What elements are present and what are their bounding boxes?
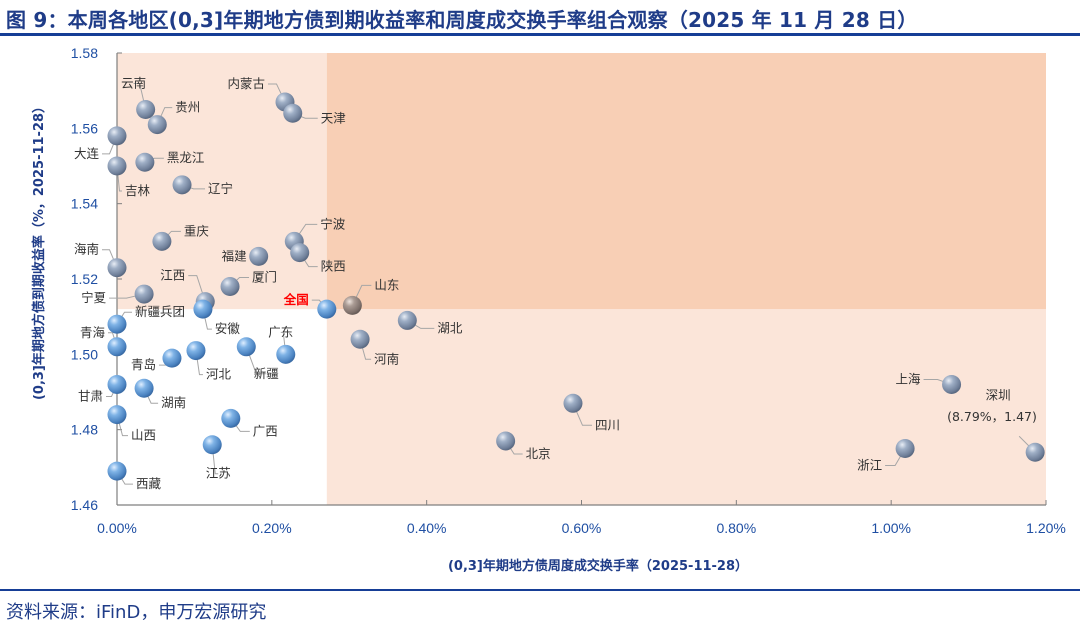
- data-point: [162, 348, 182, 368]
- data-point: [107, 258, 127, 278]
- shenzhen-annotation: (8.79%，1.47): [947, 409, 1037, 424]
- point-label: 海南: [74, 242, 99, 257]
- x-tick-label: 1.00%: [871, 520, 911, 536]
- point-label: 广西: [253, 423, 278, 438]
- x-axis-title: (0,3]年期地方债周度成交换手率（2025-11-28）: [448, 558, 748, 574]
- y-tick-label: 1.50: [71, 346, 98, 362]
- y-tick-label: 1.54: [71, 196, 98, 212]
- data-point: [136, 100, 156, 119]
- point-label: 广东: [268, 324, 293, 339]
- y-tick-label: 1.46: [71, 497, 98, 513]
- data-point: [107, 156, 127, 176]
- scatter-chart: 0.00% 0.20% 0.40% 0.60% 0.80% 1.00% 1.20% 1.46 1…: [31, 45, 1066, 574]
- y-tick-label: 1.58: [71, 45, 98, 61]
- point-label: 江西: [160, 268, 185, 283]
- point-label: 辽宁: [208, 181, 233, 196]
- data-point: [147, 115, 167, 135]
- quadrant-top-right: [326, 53, 1046, 310]
- point-label: 山西: [131, 428, 156, 443]
- data-point: [276, 344, 296, 364]
- y-tick-label: 1.52: [71, 271, 98, 287]
- data-point: [107, 337, 127, 357]
- point-label: 浙江: [857, 458, 882, 473]
- data-point: [186, 341, 206, 361]
- data-point: [496, 431, 516, 451]
- point-label: 天津: [321, 110, 346, 125]
- point-label: 重庆: [184, 223, 210, 238]
- point-label: 北京: [526, 446, 551, 461]
- footer-divider: [0, 589, 1080, 591]
- data-point: [397, 310, 417, 330]
- data-point: [1025, 442, 1045, 462]
- data-point: [134, 284, 154, 304]
- point-label: 新疆兵团: [135, 304, 185, 319]
- point-label: 甘肃: [78, 388, 103, 403]
- point-label: 全国: [283, 292, 309, 307]
- data-point: [172, 175, 192, 195]
- figure-title: 图 9：本周各地区(0,3]年期地方债到期收益率和周度成交换手率组合观察（202…: [6, 8, 918, 32]
- source-note: 资料来源：iFinD，申万宏源研究: [6, 602, 267, 623]
- data-point: [107, 126, 127, 146]
- point-label: 云南: [121, 76, 146, 91]
- point-label: 安徽: [215, 321, 241, 336]
- point-label: 山东: [374, 277, 399, 292]
- data-point: [220, 277, 240, 297]
- data-point: [135, 152, 155, 172]
- data-point: [350, 329, 370, 349]
- x-tick-label: 0.00%: [97, 520, 137, 536]
- data-point: [152, 231, 172, 251]
- data-point: [895, 439, 915, 458]
- point-label: 福建: [222, 248, 248, 263]
- point-label: 宁夏: [81, 290, 107, 305]
- title-divider: [0, 33, 1080, 36]
- point-label: 陕西: [321, 259, 346, 274]
- point-label: 深圳: [986, 387, 1011, 402]
- data-point: [202, 435, 222, 455]
- y-tick-label: 1.48: [71, 422, 98, 438]
- data-point: [107, 314, 127, 334]
- point-label: 四川: [595, 417, 620, 432]
- data-point: [283, 103, 303, 123]
- point-label: 上海: [896, 371, 922, 386]
- y-axis-title: (0,3]年期地方债到期收益率（%，2025-11-28）: [31, 100, 47, 400]
- point-label: 新疆: [254, 366, 279, 381]
- data-point: [342, 295, 362, 315]
- x-tick-label: 0.60%: [562, 520, 602, 536]
- point-label: 厦门: [252, 270, 277, 285]
- data-point: [107, 461, 127, 481]
- point-label: 宁波: [320, 216, 346, 231]
- data-point: [563, 393, 583, 413]
- point-label: 湖北: [437, 320, 463, 335]
- data-points: [107, 92, 1045, 481]
- x-tick-label: 0.80%: [716, 520, 756, 536]
- data-point: [134, 378, 154, 398]
- point-label: 黑龙江: [167, 150, 205, 165]
- point-label: 西藏: [136, 476, 162, 491]
- point-label: 河南: [374, 351, 399, 366]
- data-point: [942, 374, 962, 394]
- point-label: 江苏: [206, 466, 231, 481]
- data-point: [193, 299, 213, 319]
- point-label: 吉林: [125, 183, 151, 198]
- point-label: 内蒙古: [227, 76, 265, 91]
- point-label: 青海: [80, 325, 106, 340]
- data-point: [317, 299, 337, 319]
- data-point: [236, 337, 256, 357]
- x-tick-label: 0.20%: [252, 520, 292, 536]
- quadrant-bottom-right: [326, 309, 1046, 505]
- data-point: [107, 405, 127, 425]
- data-point: [107, 374, 127, 394]
- point-label: 大连: [74, 146, 100, 161]
- x-tick-label: 0.40%: [407, 520, 447, 536]
- data-point: [249, 246, 269, 266]
- point-label: 贵州: [175, 100, 200, 115]
- x-tick-label: 1.20%: [1026, 520, 1066, 536]
- point-label: 青岛: [131, 357, 156, 372]
- point-label: 河北: [206, 367, 232, 382]
- data-point: [290, 243, 310, 263]
- data-point: [221, 408, 241, 428]
- y-tick-label: 1.56: [71, 120, 98, 136]
- point-label: 湖南: [161, 395, 186, 410]
